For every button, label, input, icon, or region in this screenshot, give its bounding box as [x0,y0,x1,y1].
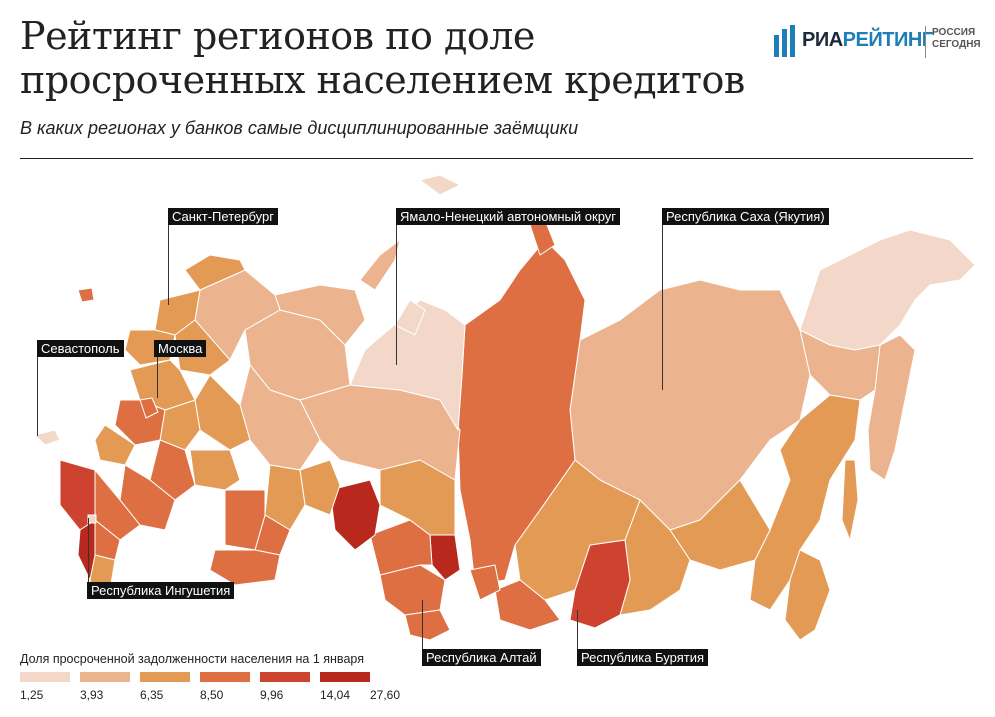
callout-altai: Республика Алтай [422,649,541,666]
leader-spb [168,225,169,305]
region-omsk [329,479,381,551]
title-divider [20,158,973,159]
region-magadan [799,329,881,401]
page-subtitle: В каких регионах у банков самые дисципли… [20,118,579,138]
region-buryatia [569,539,631,629]
logo-subtitle: РОССИЯ СЕГОДНЯ [932,27,981,50]
leader-sevastopol [37,356,38,436]
logo-wordmark: РИАРЕЙТИНГ [802,29,933,51]
callout-moscow: Москва [154,340,207,357]
leader-moscow [157,356,158,398]
region-primorye [784,549,831,641]
legend-swatch-6 [320,672,370,682]
callout-saint-petersburg: Санкт-Петербург [168,208,278,225]
region-novaya-zemlya [359,239,401,291]
leader-altai [422,600,423,652]
leader-sakha [662,225,663,390]
region-crimea [34,429,61,446]
leader-buryatia [577,610,578,652]
region-nenets [274,284,366,346]
region-irkutsk [514,459,641,601]
callout-sakha: Республика Саха (Якутия) [662,208,829,225]
region-central-3 [94,424,136,466]
callout-buryatia: Республика Бурятия [577,649,709,666]
region-moscow [139,397,159,419]
leader-ingushetia [88,518,89,584]
legend-tick-5: 9,96 [260,688,284,702]
ria-rating-logo: РИАРЕЙТИНГ РОССИЯ СЕГОДНЯ [772,22,982,62]
region-tuva [494,579,561,631]
legend-tick-3: 6,35 [140,688,164,702]
region-khakassia [469,564,501,601]
legend-swatch-4 [200,672,250,682]
legend-tick-6: 14,04 [320,688,351,702]
region-chukotka [799,229,976,351]
region-sakhalin [841,459,859,541]
legend-tick-4: 8,50 [200,688,224,702]
region-altai-rep [404,609,451,641]
region-kirov [194,374,251,451]
region-ingushetia [87,514,97,524]
legend-swatch-2 [80,672,130,682]
region-franz-josef [419,174,461,196]
region-yamal-peninsula [394,299,426,336]
legend-swatch-3 [140,672,190,682]
legend-swatch-5 [260,672,310,682]
region-kaliningrad [77,287,95,303]
legend-tick-1: 1,25 [20,688,44,702]
callout-yamalo-nenets: Ямало-Ненецкий автономный округ [396,208,621,225]
page-title: Рейтинг регионов по доле просроченных на… [20,14,745,102]
region-tatarstan [189,449,241,491]
region-orenburg [209,549,281,586]
region-samara [149,439,196,501]
logo-divider [925,26,926,58]
region-amur [669,479,771,571]
callout-ingushetia: Республика Ингушетия [87,582,235,599]
region-yamal [349,299,466,431]
logo-mark-icon [774,25,795,57]
legend-swatch-1 [20,672,70,682]
region-bashkortostan [224,489,266,551]
callout-sevastopol: Севастополь [37,340,124,357]
russia-regions-map [34,174,976,641]
leader-yamal [396,225,397,365]
region-murmansk [184,254,246,291]
region-kamchatka [867,334,916,481]
legend-title: Доля просроченной задолженности населени… [20,652,364,666]
legend-tick-2: 3,93 [80,688,104,702]
legend-tick-7: 27,60 [370,688,401,702]
